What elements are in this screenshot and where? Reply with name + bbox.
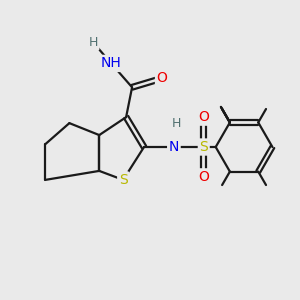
Text: O: O — [198, 170, 209, 184]
Text: N: N — [169, 140, 179, 154]
Text: S: S — [200, 140, 208, 154]
Text: O: O — [198, 110, 209, 124]
Text: S: S — [119, 173, 128, 187]
Text: H: H — [172, 117, 182, 130]
Text: O: O — [157, 71, 167, 85]
Text: H: H — [88, 36, 98, 49]
Text: NH: NH — [101, 56, 122, 70]
